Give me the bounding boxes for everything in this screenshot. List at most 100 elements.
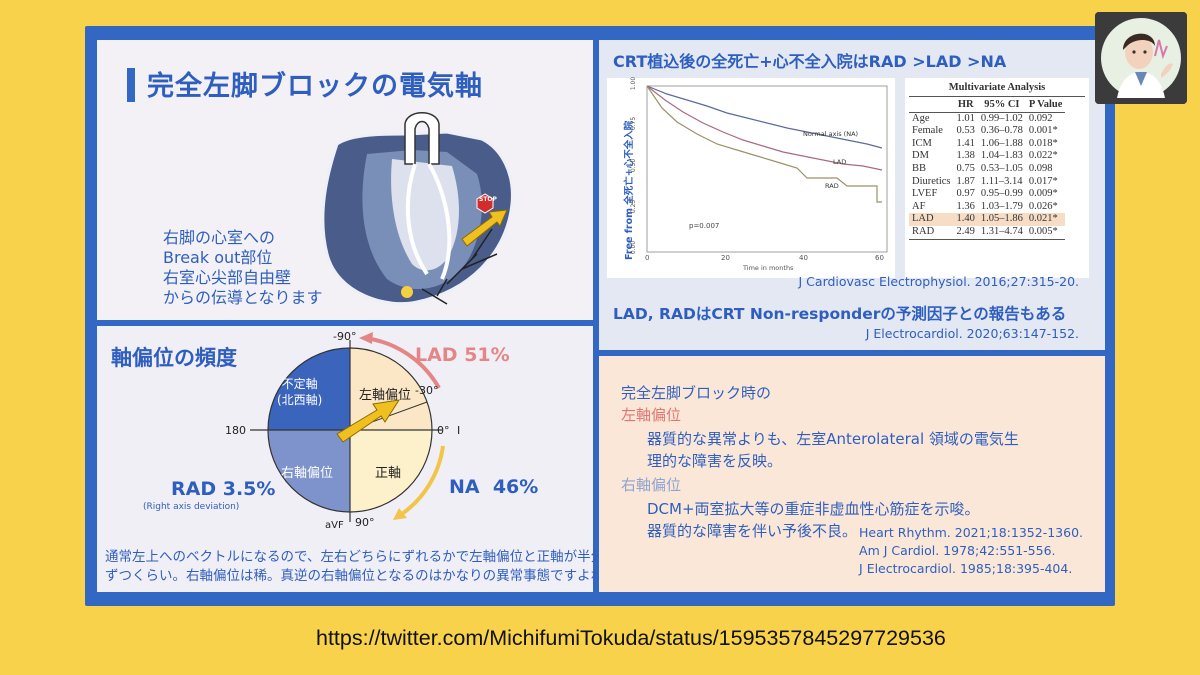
multivariate-table-box: Multivariate Analysis HR 95% CI P Value … — [905, 78, 1089, 278]
km-xtick-40: 40 — [799, 254, 808, 262]
tweet-url[interactable]: https://twitter.com/MichifumiTokuda/stat… — [316, 626, 946, 650]
km-label-lad: LAD — [833, 158, 847, 166]
km-xlabel: Time in months — [743, 264, 794, 272]
km-label-rad: RAD — [825, 182, 839, 190]
axis-footer-note: 通常左上へのベクトルになるので、左右どちらにずれるかで左軸偏位と正軸が半分 ずつ… — [105, 548, 618, 586]
footer-line-2: ずつくらい。右軸偏位は稀。真逆の右軸偏位となるのはかなりの異常事態ですよね。 — [105, 568, 618, 584]
slide: 完全左脚ブロックの電気軸 STOP 右脚の心室への Break out部位 右室… — [85, 26, 1115, 606]
citation-je-2020: J Electrocardiol. 2020;63:147-152. — [865, 326, 1079, 341]
cell-variable: DM — [912, 150, 929, 162]
quadrant-lad: 左軸偏位 — [359, 388, 412, 403]
km-ylabel: Free from 全死亡+心不全入院 — [624, 120, 635, 260]
cell-hr: 2.49 — [956, 225, 975, 237]
rad-note: (Right axis deviation) — [143, 502, 240, 512]
cell-p: 0.005* — [1028, 225, 1058, 237]
cell-hr: 1.40 — [956, 213, 975, 225]
table-row-highlight-lad: LAD 1.40 1.05–1.86 0.021* — [909, 213, 1066, 226]
panel-crt-outcome: CRT植込後の全死亡+心不全入院はRAD >LAD >NA Free from … — [599, 40, 1105, 350]
label-0: 0° — [437, 424, 450, 437]
interpretation-references: Heart Rhythm. 2021;18:1352-1360. Am J Ca… — [859, 524, 1083, 578]
cell-variable: ICM — [912, 137, 932, 149]
col-header-hr: HR — [957, 99, 974, 110]
cell-ci: 1.11–3.14 — [980, 175, 1023, 187]
cell-variable: Female — [912, 125, 943, 137]
table-row: ICM 1.41 1.06–1.88 0.018* — [909, 138, 1065, 151]
km-chart-box: Free from 全死亡+心不全入院 0.00 0.25 0.50 0.75 … — [607, 77, 895, 278]
multivariate-title: Multivariate Analysis — [948, 82, 1046, 93]
col-header-variable — [909, 99, 954, 112]
cell-p: 0.092 — [1028, 112, 1053, 124]
cell-variable: Age — [912, 112, 930, 124]
table-row: Diuretics 1.87 1.11–3.14 0.017* — [909, 176, 1065, 189]
cell-p: 0.022* — [1028, 150, 1058, 162]
cell-variable: BB — [912, 162, 927, 174]
cell-hr: 0.97 — [956, 188, 975, 200]
cell-ci: 1.04–1.83 — [980, 150, 1023, 162]
panel-lbbb-interpretation: 完全左脚ブロック時の 左軸偏位 器質的な異常よりも、左室Anterolatera… — [599, 356, 1105, 592]
cell-p: 0.098 — [1028, 162, 1053, 174]
table-row: BB 0.75 0.53–1.05 0.098 — [909, 163, 1065, 176]
cell-hr: 1.41 — [956, 137, 975, 149]
cell-variable: RAD — [912, 225, 935, 237]
label-minus-30: -30° — [415, 384, 439, 397]
cell-variable: AF — [912, 200, 926, 212]
cell-p: 0.017* — [1028, 175, 1058, 187]
cell-ci: 1.03–1.79 — [980, 200, 1023, 212]
interp-lad-text-2: 理的な障害を反映。 — [647, 452, 783, 470]
label-90: 90° — [355, 516, 375, 529]
interp-rad-text-2: 器質的な障害を伴い予後不良。 — [647, 522, 858, 540]
interp-rad-text-1: DCM+両室拡大等の重症非虚血性心筋症を示唆。 — [647, 500, 980, 518]
cell-ci: 0.53–1.05 — [980, 162, 1023, 174]
table-row: RAD 2.49 1.31–4.74 0.005* — [909, 225, 1066, 240]
heart-illustration — [321, 112, 514, 306]
cell-hr: 0.53 — [956, 125, 975, 137]
km-ytick-1: 0.25 — [630, 199, 638, 214]
ref-j-electrocardiol: J Electrocardiol. 1985;18:395-404. — [859, 561, 1073, 576]
cell-p: 0.026* — [1028, 200, 1058, 212]
label-180: 180 — [225, 424, 246, 437]
citation-jce-2016: J Cardiovasc Electrophysiol. 2016;27:315… — [798, 274, 1079, 289]
cell-ci: 1.05–1.86 — [980, 213, 1023, 225]
col-header-p: P Value — [1028, 99, 1063, 110]
label-aVF: aVF — [325, 520, 344, 531]
interp-lad-heading: 左軸偏位 — [621, 406, 682, 424]
lad-percent: LAD 51% — [415, 344, 510, 366]
cell-ci: 0.99–1.02 — [980, 112, 1023, 124]
na-percent: NA 46% — [449, 476, 539, 498]
cell-ci: 0.95–0.99 — [980, 188, 1023, 200]
cell-ci: 1.06–1.88 — [980, 137, 1023, 149]
crt-title: CRT植込後の全死亡+心不全入院はRAD >LAD >NA — [613, 52, 1007, 71]
km-xtick-60: 60 — [875, 254, 884, 262]
cell-ci: 1.31–4.74 — [980, 225, 1023, 237]
cell-variable: LVEF — [912, 188, 938, 200]
interp-lad-text-1: 器質的な異常よりも、左室Anterolateral 領域の電気生 — [647, 430, 1019, 448]
table-row: Age 1.01 0.99–1.02 0.092 — [909, 112, 1065, 125]
breakout-line-1: 右脚の心室への — [163, 228, 276, 247]
cell-hr: 1.01 — [956, 112, 975, 124]
km-line-rad — [646, 85, 882, 203]
quadrant-rad: 右軸偏位 — [281, 466, 334, 481]
lbbb-title: 完全左脚ブロックの電気軸 — [147, 71, 483, 102]
panel-lbbb-axis: 完全左脚ブロックの電気軸 STOP 右脚の心室への Break out部位 右室… — [97, 40, 593, 320]
ref-heart-rhythm: Heart Rhythm. 2021;18:1352-1360. — [859, 525, 1083, 540]
cell-p: 0.001* — [1028, 125, 1058, 137]
km-ytick-2: 0.50 — [630, 158, 638, 173]
km-line-na — [646, 85, 883, 149]
km-ytick-3: 0.75 — [630, 116, 638, 131]
cell-p: 0.009* — [1028, 188, 1058, 200]
crt-nonresponder-statement: LAD, RADはCRT Non-responderの予測因子との報告もある — [613, 305, 1067, 323]
breakout-line-2: Break out部位 — [163, 248, 273, 267]
cell-hr: 1.87 — [956, 175, 975, 187]
interp-intro: 完全左脚ブロック時の — [621, 384, 772, 402]
km-line-lad — [646, 85, 883, 171]
table-row: Female 0.53 0.36–0.78 0.001* — [909, 125, 1065, 138]
table-row: LVEF 0.97 0.95–0.99 0.009* — [909, 188, 1065, 201]
cell-hr: 1.38 — [956, 150, 975, 162]
label-lead-I: I — [457, 424, 461, 437]
table-header-row: HR 95% CI P Value — [909, 99, 1066, 113]
table-row: AF 1.36 1.03–1.79 0.026* — [909, 201, 1065, 214]
multivariate-table: HR 95% CI P Value Age 1.01 0.99–1.02 0.092 … — [909, 99, 1066, 240]
cell-hr: 0.75 — [956, 162, 975, 174]
northwest-label: (北西軸) — [277, 393, 323, 407]
km-xtick-20: 20 — [721, 254, 730, 262]
